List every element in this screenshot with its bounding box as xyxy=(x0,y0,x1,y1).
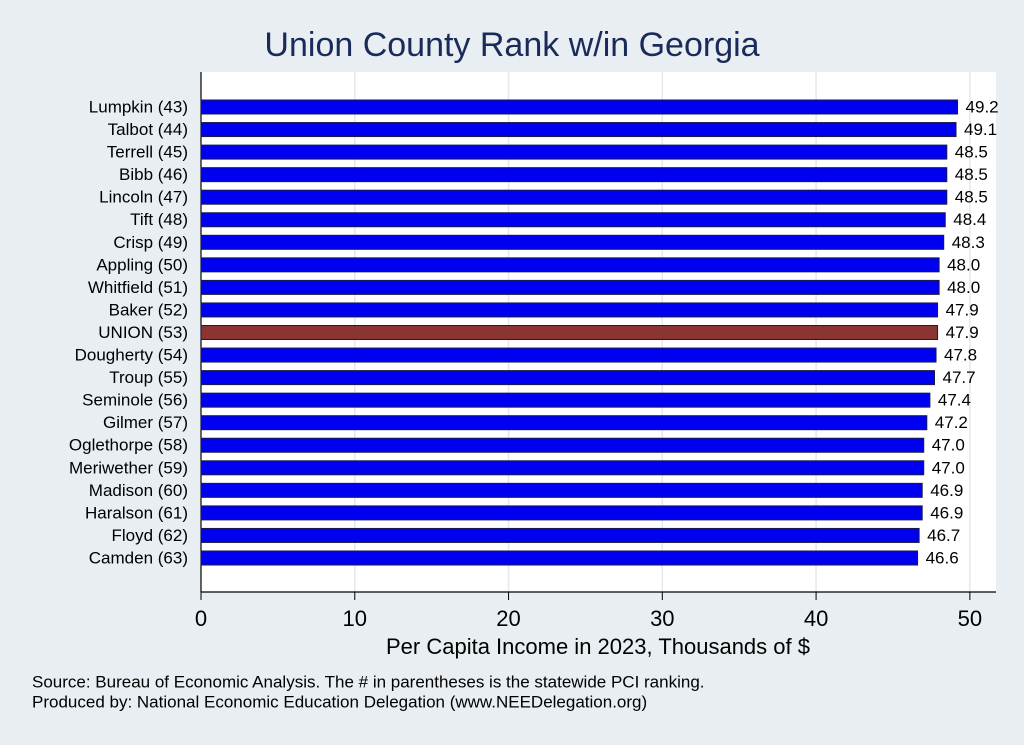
bar xyxy=(200,527,920,543)
y-tick-label: Lincoln (47) xyxy=(99,188,188,207)
value-label: 48.0 xyxy=(947,255,980,274)
value-label: 48.4 xyxy=(953,210,986,229)
bar xyxy=(200,302,939,318)
bar xyxy=(200,415,928,431)
value-label: 47.0 xyxy=(932,436,965,455)
y-tick-label: Camden (63) xyxy=(89,548,188,567)
x-tick-label: 30 xyxy=(650,606,674,631)
value-label: 47.9 xyxy=(946,323,979,342)
bar xyxy=(200,392,931,408)
value-label: 47.0 xyxy=(932,458,965,477)
bar xyxy=(200,437,925,453)
chart-title: Union County Rank w/in Georgia xyxy=(264,26,759,64)
bar xyxy=(200,325,939,340)
y-tick-label: Bibb (46) xyxy=(119,165,188,184)
y-tick-label: Haralson (61) xyxy=(85,503,188,522)
value-label: 49.1 xyxy=(964,120,997,139)
y-tick-label: Floyd (62) xyxy=(111,526,188,545)
value-label: 46.6 xyxy=(926,548,959,567)
value-label: 48.5 xyxy=(955,165,988,184)
value-label: 48.0 xyxy=(947,278,980,297)
value-label: 49.2 xyxy=(966,97,999,116)
y-tick-label: UNION (53) xyxy=(98,323,188,342)
source-note: Source: Bureau of Economic Analysis. The… xyxy=(32,672,705,691)
bar xyxy=(200,122,957,138)
x-tick-label: 50 xyxy=(958,606,982,631)
y-tick-label: Terrell (45) xyxy=(107,143,188,162)
y-tick-label: Seminole (56) xyxy=(82,391,188,410)
x-tick-label: 20 xyxy=(496,606,520,631)
x-tick-label: 10 xyxy=(343,606,367,631)
y-tick-label: Talbot (44) xyxy=(108,120,188,139)
bar xyxy=(200,482,923,498)
bar xyxy=(200,144,948,160)
value-label: 47.8 xyxy=(944,346,977,365)
value-label: 47.7 xyxy=(942,368,975,387)
value-label: 47.2 xyxy=(935,413,968,432)
y-tick-label: Appling (50) xyxy=(96,255,188,274)
value-label: 46.9 xyxy=(930,503,963,522)
bar xyxy=(200,347,937,363)
bar xyxy=(200,279,940,295)
bar xyxy=(200,460,925,476)
value-label: 48.5 xyxy=(955,143,988,162)
producer-note: Produced by: National Economic Education… xyxy=(32,692,647,711)
y-tick-label: Baker (52) xyxy=(109,300,188,319)
y-tick-label: Lumpkin (43) xyxy=(89,97,188,116)
y-tick-label: Oglethorpe (58) xyxy=(69,436,188,455)
y-tick-label: Meriwether (59) xyxy=(69,458,188,477)
bar xyxy=(200,550,919,566)
x-axis-label: Per Capita Income in 2023, Thousands of … xyxy=(386,634,810,659)
value-label: 48.5 xyxy=(955,188,988,207)
bar xyxy=(200,505,923,521)
value-label: 48.3 xyxy=(952,233,985,252)
y-tick-label: Whitfield (51) xyxy=(88,278,188,297)
value-label: 47.9 xyxy=(946,300,979,319)
bar xyxy=(200,370,935,386)
value-label: 46.7 xyxy=(927,526,960,545)
y-tick-label: Gilmer (57) xyxy=(103,413,188,432)
bar xyxy=(200,189,948,205)
bar xyxy=(200,257,940,273)
y-tick-label: Madison (60) xyxy=(89,481,188,500)
value-label: 47.4 xyxy=(938,391,971,410)
bar xyxy=(200,167,948,183)
bar xyxy=(200,234,945,250)
y-tick-label: Troup (55) xyxy=(109,368,188,387)
x-tick-label: 40 xyxy=(804,606,828,631)
y-tick-label: Crisp (49) xyxy=(113,233,188,252)
x-tick-label: 0 xyxy=(195,606,207,631)
bar xyxy=(200,212,946,228)
y-tick-label: Tift (48) xyxy=(130,210,188,229)
bar xyxy=(200,99,959,115)
y-tick-label: Dougherty (54) xyxy=(75,346,188,365)
value-label: 46.9 xyxy=(930,481,963,500)
